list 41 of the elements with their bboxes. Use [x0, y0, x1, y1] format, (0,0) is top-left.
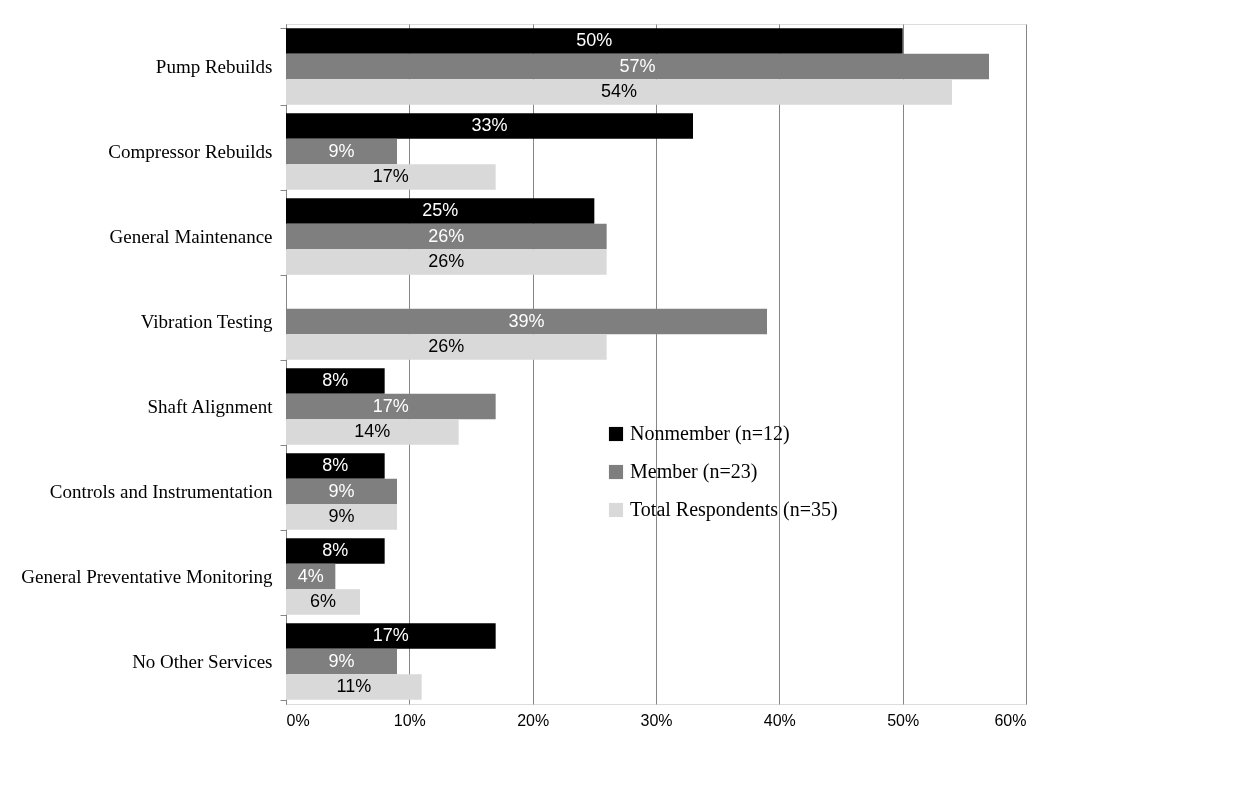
data-label: 9%	[328, 480, 355, 501]
data-label: 26%	[428, 225, 465, 246]
data-label: 50%	[576, 30, 613, 50]
data-label: 17%	[372, 166, 409, 186]
x-tick-label: 60%	[994, 711, 1027, 729]
data-label: 54%	[600, 81, 638, 101]
data-label: 6%	[309, 591, 337, 611]
x-tick-label: 10%	[393, 711, 426, 729]
data-label: 8%	[322, 370, 349, 390]
y-tick-label: No Other Services	[132, 651, 273, 672]
data-label: 39%	[508, 310, 545, 331]
data-label: 26%	[428, 336, 465, 356]
y-tick-label: Compressor Rebuilds	[108, 141, 273, 162]
x-tick-label: 40%	[763, 711, 796, 729]
data-label: 33%	[471, 115, 508, 135]
legend-label: Member (n=23)	[630, 460, 758, 483]
y-tick-label: General Preventative Monitoring	[21, 566, 273, 587]
x-tick-label: 30%	[640, 711, 673, 729]
data-label: 26%	[428, 251, 465, 271]
data-label: 17%	[372, 395, 409, 416]
data-label: 57%	[619, 55, 656, 76]
x-tick-label: 50%	[887, 711, 920, 729]
data-label: 11%	[336, 676, 372, 696]
data-label: 25%	[422, 200, 459, 220]
legend-label: Nonmember (n=12)	[630, 422, 790, 445]
data-label: 9%	[328, 140, 355, 161]
y-tick-label: Pump Rebuilds	[155, 56, 273, 77]
x-tick-label: 20%	[517, 711, 550, 729]
data-label: 14%	[354, 421, 391, 441]
y-tick-label: Shaft Alignment	[147, 396, 274, 417]
data-label: 4%	[297, 565, 324, 586]
data-label: 17%	[372, 625, 409, 645]
data-label: 9%	[328, 506, 355, 526]
data-label: 8%	[322, 540, 349, 560]
data-label: 9%	[328, 650, 355, 671]
y-tick-label: Vibration Testing	[140, 311, 273, 332]
y-tick-label: Controls and Instrumentation	[49, 481, 273, 502]
y-tick-label: General Maintenance	[109, 226, 273, 247]
x-tick-label: 0%	[286, 711, 310, 729]
data-label: 8%	[322, 455, 349, 475]
legend-label: Total Respondents (n=35)	[630, 498, 838, 521]
